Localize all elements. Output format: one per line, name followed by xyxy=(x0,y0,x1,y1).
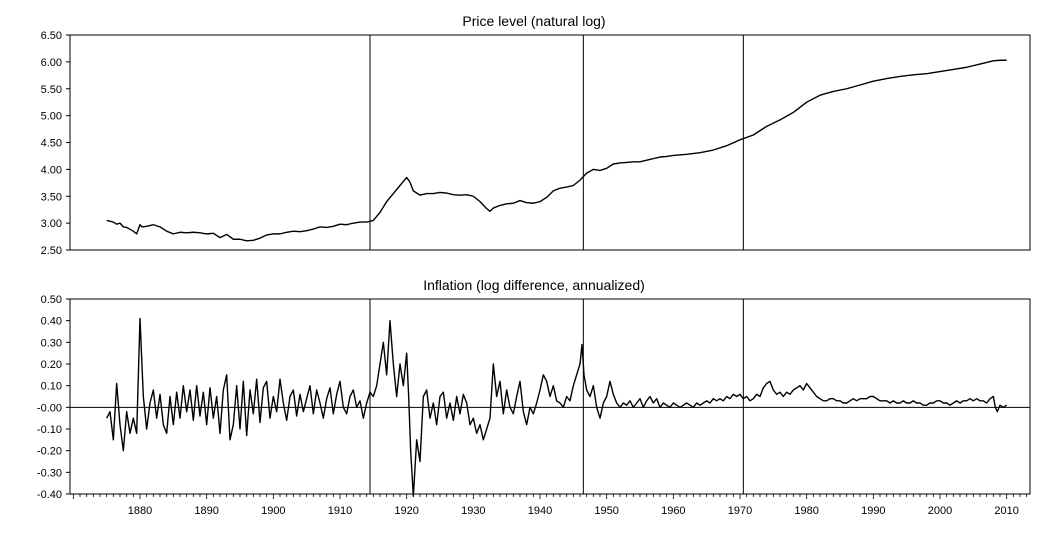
inflation-x-tick-label: 1880 xyxy=(128,505,152,517)
inflation-x-tick-label: 1990 xyxy=(861,505,885,517)
inflation-y-tick-label: 0.10 xyxy=(41,381,62,393)
inflation-y-tick-label: 0.50 xyxy=(41,294,62,306)
price-y-tick-label: 6.50 xyxy=(41,30,62,42)
inflation-x-tick-label: 1980 xyxy=(794,505,818,517)
inflation-plot-frame xyxy=(69,298,1031,495)
inflation-x-tick-label: 1950 xyxy=(594,505,618,517)
price-y-tick-label: 5.50 xyxy=(41,84,62,96)
inflation-y-tick-label: 0.30 xyxy=(41,337,62,349)
inflation-x-tick-label: 1910 xyxy=(328,505,352,517)
inflation-x-tick-label: 2000 xyxy=(928,505,952,517)
price-y-tick-label: 4.50 xyxy=(41,138,62,150)
inflation-x-tick-label: 1930 xyxy=(461,505,485,517)
inflation-y-tick-label: -0.20 xyxy=(37,446,62,458)
price-y-tick-label: 6.00 xyxy=(41,57,62,69)
inflation-y-tick-label: -0.10 xyxy=(37,424,62,436)
inflation-x-tick-label: 1970 xyxy=(728,505,752,517)
inflation-y-tick-label: -0.40 xyxy=(37,489,62,501)
inflation-y-tick-label: 0.20 xyxy=(41,359,62,371)
price-y-tick-label: 4.00 xyxy=(41,164,62,176)
price-plot-frame xyxy=(69,34,1031,251)
price-level-panel: 2.50 3.00 3.50 4.00 4.50 5.00 5.50 6.00 6.50 xyxy=(41,30,1031,257)
inflation-x-tick-label: 1900 xyxy=(261,505,285,517)
price-y-tick-label: 2.50 xyxy=(41,245,62,257)
inflation-y-tick-label: 0.40 xyxy=(41,316,62,328)
inflation-x-tick-label: 1940 xyxy=(528,505,552,517)
price-y-tick-label: 5.00 xyxy=(41,111,62,123)
chart-title-inflation: Inflation (log difference, annualized) xyxy=(423,277,645,293)
inflation-x-tick-label: 1920 xyxy=(394,505,418,517)
price-y-tick-label: 3.00 xyxy=(41,218,62,230)
inflation-panel: -0.40 -0.30 -0.20 -0.10 -0.00 0.10 0.20 0.30 0.4… xyxy=(37,294,1031,517)
inflation-series-line xyxy=(106,317,1008,497)
chart-title-price-level: Price level (natural log) xyxy=(462,13,605,29)
inflation-y-tick-label: -0.30 xyxy=(37,467,62,479)
inflation-y-tick-label: -0.00 xyxy=(37,402,62,414)
price-series-line xyxy=(106,59,1007,242)
price-y-tick-label: 3.50 xyxy=(41,191,62,203)
inflation-x-tick-label: 1960 xyxy=(661,505,685,517)
inflation-x-tick-label: 2010 xyxy=(994,505,1018,517)
inflation-x-tick-label: 1890 xyxy=(194,505,218,517)
